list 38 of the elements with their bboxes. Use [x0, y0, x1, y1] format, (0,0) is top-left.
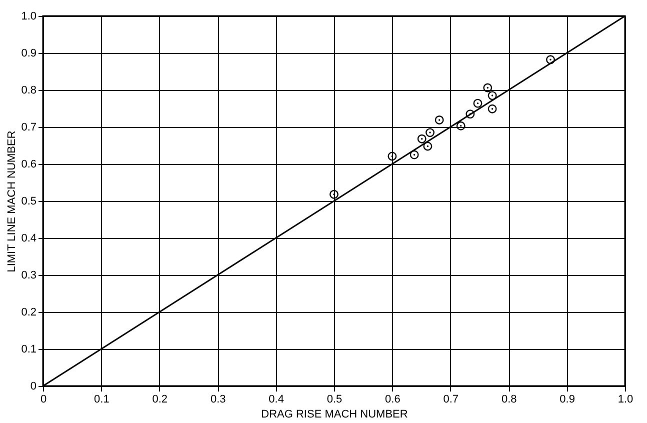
- x-tick-label: 0.3: [210, 394, 226, 406]
- y-tick-label: 0.3: [21, 270, 36, 282]
- x-tick-label: 0.7: [443, 394, 459, 406]
- point: [546, 55, 555, 64]
- point: [488, 104, 497, 114]
- point: [417, 134, 426, 144]
- x-axis-title: DRAG RISE MACH NUMBER: [261, 408, 408, 420]
- x-tick-label: 0.9: [560, 394, 575, 406]
- point: [410, 150, 419, 160]
- y-tick-label: 0.8: [21, 84, 36, 96]
- y-tick-label: 0.4: [21, 232, 36, 244]
- y-tick-label: 0: [30, 380, 36, 392]
- y-tick-label: 0.5: [21, 196, 36, 208]
- y-tick-label: 0.2: [21, 306, 36, 318]
- point: [330, 190, 338, 199]
- point: [426, 128, 435, 138]
- x-tick-label: 1.0: [618, 394, 634, 406]
- x-tick-label: 0.1: [94, 394, 110, 406]
- y-tick-label: 0.9: [21, 48, 36, 60]
- point: [434, 116, 444, 124]
- y-tick-label: 0.6: [21, 158, 36, 170]
- x-tick-label: 0.6: [385, 394, 400, 406]
- x-tick-label: 0.2: [152, 394, 168, 406]
- point: [473, 98, 482, 108]
- y-tick-label: 0.1: [21, 344, 36, 356]
- point: [456, 121, 466, 130]
- x-tick-label: 0.8: [501, 394, 517, 406]
- point: [388, 152, 397, 161]
- point: [483, 83, 492, 92]
- x-tick-label: 0.5: [326, 394, 342, 406]
- point: [466, 110, 475, 119]
- x-tick-label: 0.4: [268, 394, 284, 406]
- point: [423, 142, 432, 151]
- y-axis-title: LIMIT LINE MACH NUMBER: [6, 130, 18, 272]
- y-tick-label: 1.0: [21, 10, 36, 22]
- y-tick-label: 0.7: [21, 122, 36, 134]
- point: [488, 91, 497, 100]
- x-tick-label: 0: [40, 394, 47, 406]
